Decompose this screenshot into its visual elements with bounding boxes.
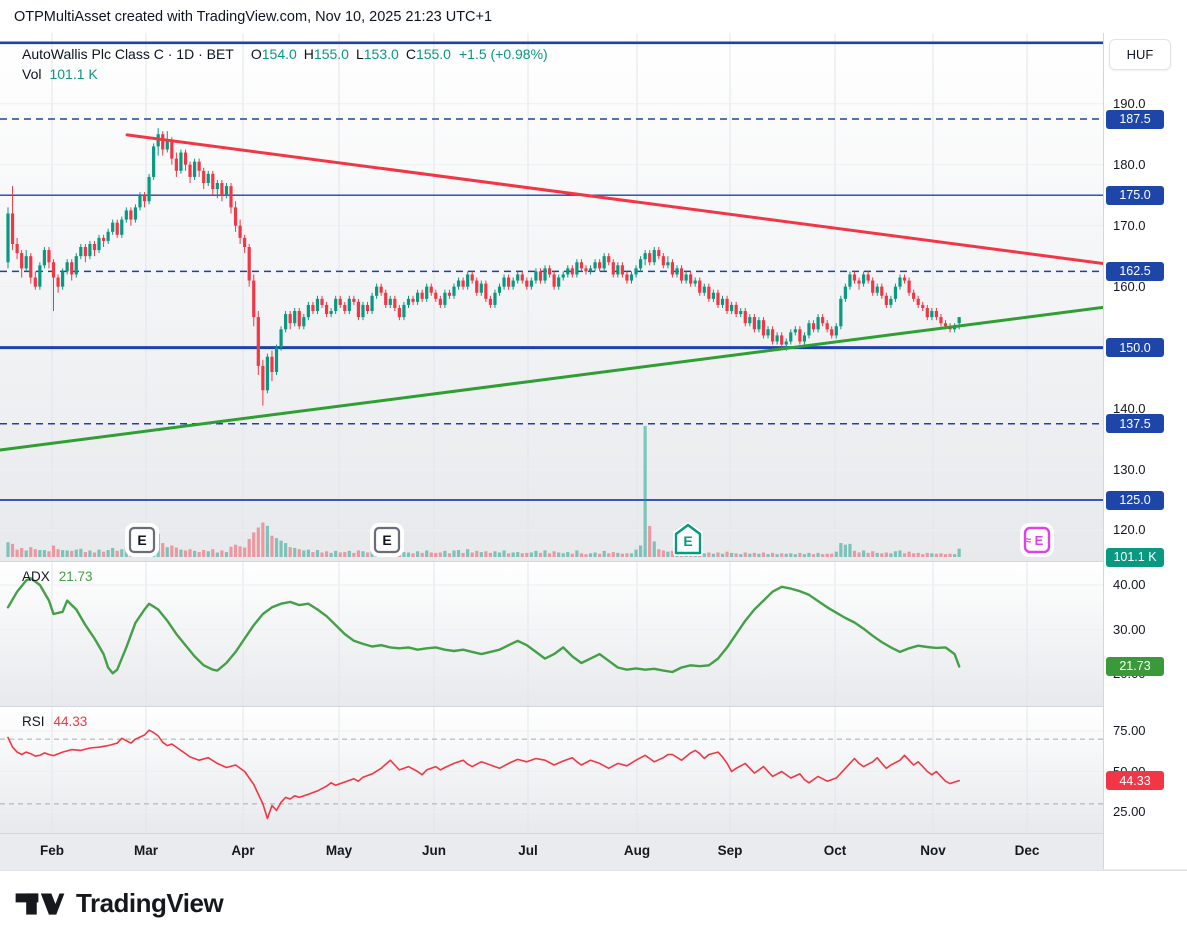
time-axis-label-aug: Aug [623,843,651,858]
price-level-badge-150.0[interactable]: 150.0 [1106,338,1164,358]
candlestick-series[interactable] [6,128,961,406]
adx-value: 21.73 [58,569,93,584]
price-level-badge-125.0[interactable]: 125.0 [1106,490,1164,510]
time-axis-label-apr: Apr [231,843,255,858]
svg-text:E: E [683,533,692,549]
price-axis-label-130.0: 130.0 [1113,461,1146,477]
time-axis-label-may: May [325,843,353,858]
time-axis[interactable]: Feb Mar Apr May Jun Jul Aug Sep Oct Nov Dec [0,833,1187,871]
adx-line [6,577,961,675]
earnings-marker-estimate-magenta[interactable]: E≈ [1020,523,1054,557]
time-axis-label-nov: Nov [920,843,946,858]
tradingview-logo[interactable]: TradingView [14,888,224,919]
low-label: L [355,46,364,62]
earnings-marker-square-gray[interactable]: E [370,523,404,557]
change-value: +1.5 (+0.98%) [458,46,548,62]
close-label: C [405,46,416,62]
ascending-support-trendline [0,305,1103,452]
price-axis-label-160.0: 160.0 [1113,278,1146,294]
adx-pane-background [0,562,1103,706]
tradingview-logo-text: TradingView [76,888,224,918]
adx-label: ADX [22,569,50,584]
rsi-axis-label-75.00: 75.00 [1113,723,1146,738]
price-axis-label-190.0: 190.0 [1113,95,1146,111]
time-axis-label-feb: Feb [39,843,64,858]
horizontal-gridlines [0,103,1103,813]
open-value: 154.0 [261,46,297,62]
svg-text:E: E [382,532,391,548]
adx-axis-label-30.00: 30.00 [1113,621,1146,637]
time-axis-label-sep: Sep [717,843,743,858]
close-value: 155.0 [415,46,451,62]
pane-separator-main-adx[interactable] [0,561,1187,562]
rsi-label: RSI [22,714,45,729]
currency-button[interactable]: HUF [1109,39,1171,70]
time-axis-label-oct: Oct [823,843,847,858]
adx-axis-label-40.00: 40.00 [1113,577,1146,592]
price-axis-label-170.0: 170.0 [1113,217,1146,233]
earnings-marker-pentagon-teal[interactable]: E [673,522,703,556]
time-axis-label-dec: Dec [1014,843,1040,858]
price-axis[interactable]: HUF 190.0 180.0 170.0 160.0 140.0 130.0 120.0 4… [1103,33,1187,869]
main-pane-background [0,33,1103,561]
time-axis-label-jun: Jun [421,843,446,858]
rsi-axis-label-25.00: 25.00 [1113,804,1146,819]
price-level-badge-137.5[interactable]: 137.5 [1106,414,1164,434]
time-axis-label-jul: Jul [518,843,538,858]
price-level-badge-162.5[interactable]: 162.5 [1106,261,1164,281]
page-title: OTPMultiAsset created with TradingView.c… [14,9,493,25]
low-value: 153.0 [363,46,399,62]
rsi-line [7,729,961,820]
tradingview-logo-icon [15,892,65,915]
svg-text:E: E [1035,533,1044,548]
adx-value-badge[interactable]: 21.73 [1106,656,1164,676]
high-label: H [303,46,314,62]
open-label: O [250,46,262,62]
price-chart-canvas[interactable]: E E E E≈ [0,33,1103,833]
symbol-title: AutoWallis Plc Class C · 1D · BET [22,46,234,62]
pane-separator-adx-rsi[interactable] [0,706,1187,707]
rsi-value-badge[interactable]: 44.33 [1106,771,1164,791]
svg-text:≈: ≈ [1025,535,1031,547]
rsi-value: 44.33 [53,714,88,729]
price-axis-label-140.0: 140.0 [1113,400,1146,416]
high-value: 155.0 [313,46,349,62]
price-axis-label-120.0: 120.0 [1113,522,1146,538]
rsi-pane-legend[interactable]: RSI 44.33 [22,714,87,729]
price-axis-label-180.0: 180.0 [1113,156,1146,172]
svg-text:E: E [137,532,146,548]
time-axis-label-mar: Mar [133,843,158,858]
adx-pane-legend[interactable]: ADX 21.73 [22,569,93,584]
earnings-marker-square-gray[interactable]: E [125,523,159,557]
volume-legend[interactable]: Vol 101.1 K [22,66,98,82]
price-level-badge-175.0[interactable]: 175.0 [1106,185,1164,205]
rsi-pane-background [0,707,1103,833]
price-level-lines [0,41,1103,501]
volume-badge[interactable]: 101.1 K [1106,547,1164,567]
symbol-legend[interactable]: AutoWallis Plc Class C · 1D · BET O154.0 H… [22,46,548,62]
price-level-badge-187.5[interactable]: 187.5 [1106,109,1164,129]
volume-value: 101.1 K [49,66,98,82]
descending-resistance-trendline [125,133,1103,265]
volume-label: Vol [22,66,42,82]
